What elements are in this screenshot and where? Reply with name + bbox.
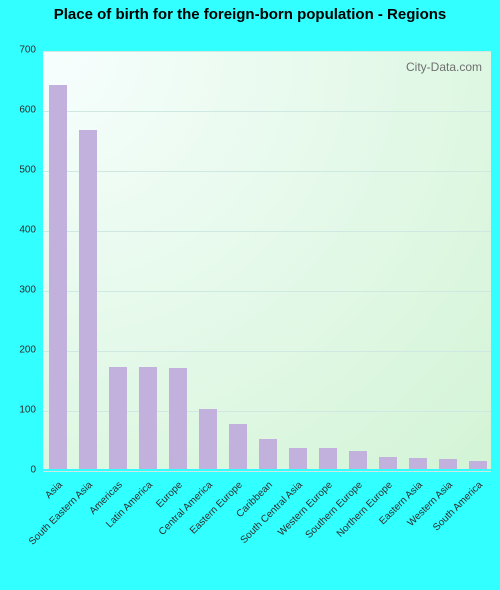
bar [229, 424, 246, 469]
y-tick-label: 200 [0, 345, 36, 356]
plot-area [42, 50, 492, 470]
watermark: City-Data.com [406, 60, 482, 74]
y-tick-label: 600 [0, 105, 36, 116]
bar [259, 439, 276, 469]
y-tick-label: 500 [0, 165, 36, 176]
x-tick-label: Eastern Europe [188, 480, 245, 537]
x-tick-label: Asia [43, 480, 65, 502]
y-tick-label: 700 [0, 45, 36, 56]
bar [109, 367, 126, 469]
bar [409, 458, 426, 469]
y-tick-label: 100 [0, 405, 36, 416]
bar [379, 457, 396, 469]
bar [469, 461, 486, 469]
bar [439, 459, 456, 469]
chart-title: Place of birth for the foreign-born popu… [0, 6, 500, 23]
bars-layer [43, 51, 491, 469]
bar [289, 448, 306, 469]
y-tick-label: 300 [0, 285, 36, 296]
y-gridline [43, 471, 491, 472]
y-tick-label: 400 [0, 225, 36, 236]
bar [199, 409, 216, 469]
bar [79, 130, 96, 469]
bar [319, 448, 336, 469]
bar [139, 367, 156, 469]
y-tick-label: 0 [0, 465, 36, 476]
chart-container: { "chart": { "type": "bar", "title": "Pl… [0, 0, 500, 590]
bar [49, 85, 66, 469]
bar [349, 451, 366, 469]
bar [169, 368, 186, 469]
